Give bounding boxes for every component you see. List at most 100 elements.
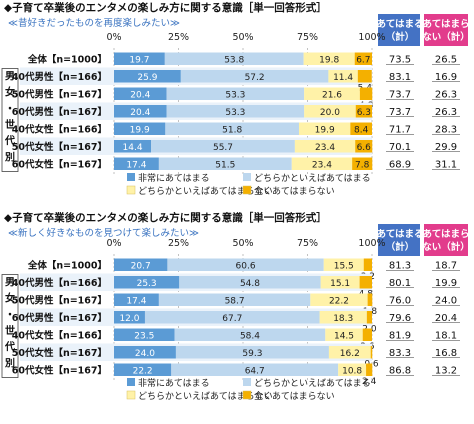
category-label: 40代女性【n=166】 [12, 123, 107, 135]
sum-pos-value: 73.5 [389, 54, 411, 65]
data-label: 6.7 [356, 55, 370, 65]
data-label: 14.4 [123, 143, 143, 153]
sum-pos-value: 71.7 [389, 124, 411, 135]
bar-segment [114, 70, 181, 83]
x-tick-label: 75% [297, 32, 318, 43]
legend-label: 非常にあてはまる [138, 172, 210, 184]
bar-segment [370, 346, 373, 359]
sum-neg-value: 13.2 [435, 365, 457, 376]
bar-segment [350, 122, 372, 135]
group-label-box [1, 274, 19, 378]
sum-pos-value: 81.9 [389, 330, 411, 341]
bar-segment [114, 105, 167, 118]
bar-segment [165, 122, 299, 135]
chart-title: ◆子育て卒業後のエンタメの楽しみ方に関する意識［単一回答形式］ [4, 211, 327, 224]
sum-pos-value: 83.1 [389, 72, 411, 83]
chart-subtitle: ≪新しく好きなものを見つけて楽しみたい≫ [8, 227, 199, 239]
data-label: 21.6 [322, 90, 342, 100]
group-label-char: ・ [5, 104, 15, 115]
legend-swatch [243, 378, 251, 386]
x-tick-label: 100% [358, 238, 385, 249]
legend-label: どちらかといえばあてはまらない [138, 391, 273, 402]
sum-neg-value: 16.8 [435, 348, 457, 359]
x-tick-label: 75% [297, 238, 318, 249]
sum-neg-value: 26.3 [435, 107, 457, 118]
sum-header-label: ない（計） [422, 241, 470, 253]
data-label: 19.7 [129, 55, 149, 65]
x-tick-label: 50% [232, 238, 253, 249]
sum-neg-value: 29.9 [435, 142, 457, 153]
data-label: 18.3 [333, 314, 353, 324]
bar-segment [175, 346, 329, 359]
data-label: 14.5 [334, 331, 354, 341]
category-label: 全体【n=1000】 [27, 259, 107, 271]
bar-segment [303, 52, 355, 65]
bar-segment [166, 87, 305, 100]
sum-neg-value: 26.5 [435, 54, 457, 65]
data-label: 15.1 [330, 279, 350, 289]
sum-neg-value: 20.4 [435, 313, 457, 324]
category-label: 60代女性【n=167】 [12, 364, 107, 376]
bar-segment [359, 87, 373, 100]
legend-swatch [127, 173, 135, 181]
data-label: 22.2 [329, 296, 349, 306]
bar-segment [144, 311, 320, 324]
data-label: 58.7 [225, 296, 245, 306]
bar-segment [114, 52, 165, 65]
category-label: 50代女性【n=167】 [12, 347, 107, 359]
category-label: 50代女性【n=167】 [12, 141, 107, 153]
bar-segment [323, 258, 364, 271]
data-label: 58.4 [240, 331, 260, 341]
bar-segment [114, 157, 159, 170]
bar-segment [114, 122, 166, 135]
bar-segment [174, 328, 326, 341]
bar-segment [325, 328, 363, 341]
chart-subtitle: ≪昔好きだったものを再度楽しみたい≫ [8, 17, 180, 29]
legend-swatch [242, 390, 252, 400]
sum-pos-value: 76.0 [389, 295, 411, 306]
sum-neg-value: 19.9 [435, 278, 457, 289]
category-label: 全体【n=1000】 [27, 53, 107, 65]
bar-segment [167, 258, 324, 271]
chart-title: ◆子育て卒業後のエンタメの楽しみ方に関する意識［単一回答形式］ [4, 1, 327, 14]
data-label: 2.4 [362, 377, 377, 387]
legend-label: 全くあてはまらない [254, 390, 335, 402]
bar-segment [291, 157, 353, 170]
bar-segment [114, 346, 176, 359]
sum-header-label: あてはまら [422, 18, 469, 30]
sum-neg-value: 28.3 [435, 124, 457, 135]
category-label: 40代男性【n=166】 [12, 277, 107, 289]
sum-header-label: あてはまら [422, 228, 469, 240]
legend-swatch [127, 378, 135, 386]
sum-header-label: あてはまる [376, 18, 423, 30]
data-label: 53.3 [225, 108, 245, 118]
sum-pos-value: 86.8 [389, 365, 411, 376]
sum-neg-value: 26.3 [435, 89, 457, 100]
data-label: 10.8 [342, 366, 362, 376]
data-label: 64.7 [245, 366, 265, 376]
data-label: 6.3 [357, 108, 371, 118]
data-label: 23.4 [312, 160, 332, 170]
bar-segment [151, 140, 295, 153]
category-label: 40代女性【n=166】 [12, 329, 107, 341]
category-label: 50代男性【n=167】 [12, 88, 107, 100]
bar-segment [319, 311, 367, 324]
legend-swatch [242, 185, 252, 195]
x-tick-label: 0% [106, 32, 121, 43]
bar-segment [114, 140, 152, 153]
data-label: 17.4 [126, 160, 146, 170]
sum-pos-value: 80.1 [389, 278, 411, 289]
bar-segment [320, 276, 360, 289]
x-tick-label: 50% [232, 32, 253, 43]
data-label: 6.6 [357, 143, 372, 153]
group-label-char: 別 [4, 356, 15, 369]
sum-pos-value: 73.7 [389, 89, 411, 100]
sum-neg-value: 16.9 [435, 72, 457, 83]
data-label: 53.3 [225, 90, 245, 100]
data-label: 59.3 [242, 349, 262, 359]
data-label: 19.9 [130, 125, 150, 135]
sum-pos-value: 70.1 [389, 142, 411, 153]
sum-header-bg [378, 224, 420, 256]
category-label: 40代男性【n=166】 [12, 71, 107, 83]
